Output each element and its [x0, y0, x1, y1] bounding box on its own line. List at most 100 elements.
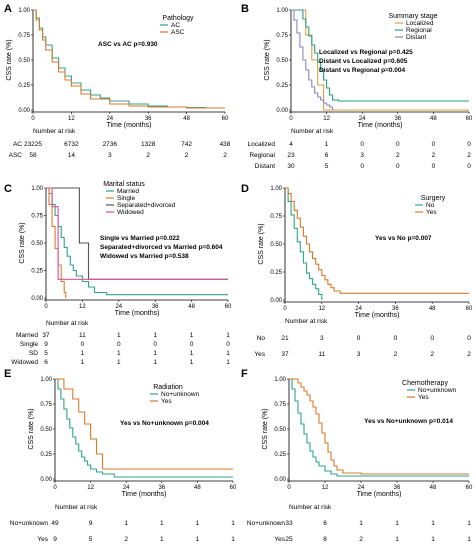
- series-line-yes: [285, 187, 469, 294]
- x-tick-label: 0: [289, 116, 293, 122]
- series-line-no-unknown: [55, 378, 233, 478]
- y-axis-title: CSS rate (%): [264, 39, 271, 80]
- risk-row-label-localized: Localized: [248, 141, 276, 148]
- risk-cell: 0: [467, 163, 471, 170]
- legend-label-regional: Regional: [406, 27, 432, 34]
- risk-cell: 0: [396, 163, 400, 170]
- x-tick-label: 48: [430, 116, 437, 122]
- risk-cell: 11: [79, 332, 86, 339]
- risk-table-title: Number at risk: [55, 504, 98, 511]
- legend: Marital statusMarriedSingleSeparated+div…: [103, 181, 176, 216]
- p-value-annotation: Localized vs Regional p=0.425: [319, 49, 413, 56]
- x-tick-label: 12: [68, 116, 75, 122]
- legend-title: Summary stage: [388, 13, 437, 20]
- x-tick-label: 60: [225, 304, 232, 310]
- x-tick-label: 0: [53, 485, 57, 491]
- series-line-ac: [33, 9, 225, 109]
- risk-cell: 2: [396, 152, 400, 159]
- risk-cell: 5: [89, 536, 93, 543]
- y-tick-label: 0.75: [270, 214, 282, 220]
- risk-cell: 1: [395, 520, 399, 527]
- risk-row-label-widowed: Widowed: [11, 359, 38, 366]
- y-tick-label: 1.00: [270, 186, 282, 192]
- x-tick-label: 0: [287, 485, 291, 491]
- series-line-single: [46, 187, 67, 298]
- y-tick-label: 0.00: [270, 298, 282, 304]
- legend-title: Surgery: [421, 195, 446, 202]
- risk-cell: 1: [81, 350, 85, 357]
- risk-table-title: Number at risk: [46, 320, 89, 327]
- p-value-annotation: Single vs Married p=0.022: [100, 235, 180, 242]
- x-tick-label: 48: [194, 485, 201, 491]
- risk-row-label-married: Married: [16, 332, 38, 339]
- risk-cell: 1: [117, 332, 121, 339]
- legend-label-yes: Yes: [418, 394, 429, 401]
- y-axis-title: CSS rate (%): [262, 408, 269, 449]
- series-line-asc: [33, 9, 225, 109]
- risk-cell: 742: [181, 141, 192, 148]
- risk-table-title: Number at risk: [285, 318, 328, 325]
- x-tick-label: 24: [358, 485, 365, 491]
- y-tick-label: 0.00: [18, 108, 30, 114]
- y-tick-label: 0.50: [270, 242, 282, 248]
- x-tick-label: 24: [115, 304, 122, 310]
- risk-cell: 2: [467, 152, 471, 159]
- risk-cell: 2: [430, 351, 434, 358]
- risk-cell: 1: [226, 350, 230, 357]
- risk-cell: 6732: [64, 141, 79, 148]
- x-tick-label: 36: [394, 116, 401, 122]
- x-tick-label: 48: [183, 116, 190, 122]
- legend-title: Chemotherapy: [402, 380, 448, 387]
- risk-table: No 21 3 0 0 0 0 Yes 37 11 3 2 2 2: [254, 335, 471, 358]
- p-value-annotation: Yes vs No+unknown p=0.014: [364, 418, 453, 425]
- risk-cell: 37: [281, 351, 289, 358]
- risk-cell: 3: [360, 152, 364, 159]
- risk-row-label-single: Single: [20, 341, 38, 348]
- y-tick-label: 0.75: [18, 33, 30, 39]
- y-tick-label: 0.75: [40, 402, 52, 408]
- x-tick-label: 60: [222, 116, 229, 122]
- y-tick-label: 1.00: [31, 186, 43, 192]
- risk-cell: 1: [81, 359, 85, 366]
- y-tick-label: 0.50: [40, 427, 52, 433]
- x-tick-label: 12: [79, 304, 86, 310]
- risk-cell: 1: [117, 359, 121, 366]
- risk-cell: 2: [124, 536, 128, 543]
- y-tick-label: 0.75: [276, 33, 288, 39]
- legend-label-widowed: Widowed: [117, 209, 144, 216]
- legend-label-distant: Distant: [406, 34, 426, 41]
- x-axis-title: Time (months): [358, 122, 403, 129]
- p-value-annotation: Widowed vs Married p=0.538: [100, 253, 189, 260]
- risk-cell: 33: [285, 520, 293, 527]
- series-line-widowed: [46, 187, 228, 280]
- risk-cell: 5: [44, 350, 48, 357]
- x-tick-label: 36: [152, 304, 159, 310]
- risk-table-title: Number at risk: [289, 504, 332, 511]
- series-line-distant: [291, 9, 334, 110]
- risk-cell: 1: [226, 359, 230, 366]
- risk-cell: 3: [108, 152, 112, 159]
- risk-row-label-regional: Regional: [249, 152, 275, 159]
- p-value-annotation: Distant vs Localized p=0.605: [319, 58, 408, 65]
- risk-cell: 0: [190, 341, 194, 348]
- x-tick-label: 0: [283, 306, 287, 312]
- risk-cell: 1: [226, 332, 230, 339]
- x-tick-label: 36: [145, 116, 152, 122]
- p-value-annotation: Yes vs No+unknown p=0.004: [120, 420, 209, 427]
- risk-row-label-no-unknown: No+unknown: [247, 520, 286, 527]
- x-tick-label: 36: [394, 485, 401, 491]
- risk-cell: 1: [153, 350, 157, 357]
- risk-cell: 2736: [103, 141, 118, 148]
- legend-title: Marital status: [103, 181, 145, 188]
- x-axis-title: Time (months): [115, 310, 160, 317]
- risk-cell: 2: [359, 536, 363, 543]
- risk-table: AC 23225 6732 2736 1328 742 438 ASC 58 14 3 2 2 2: [9, 141, 231, 159]
- risk-cell: 1328: [141, 141, 156, 148]
- risk-cell: 1: [431, 520, 435, 527]
- x-tick-label: 48: [188, 304, 195, 310]
- risk-cell: 1: [196, 520, 200, 527]
